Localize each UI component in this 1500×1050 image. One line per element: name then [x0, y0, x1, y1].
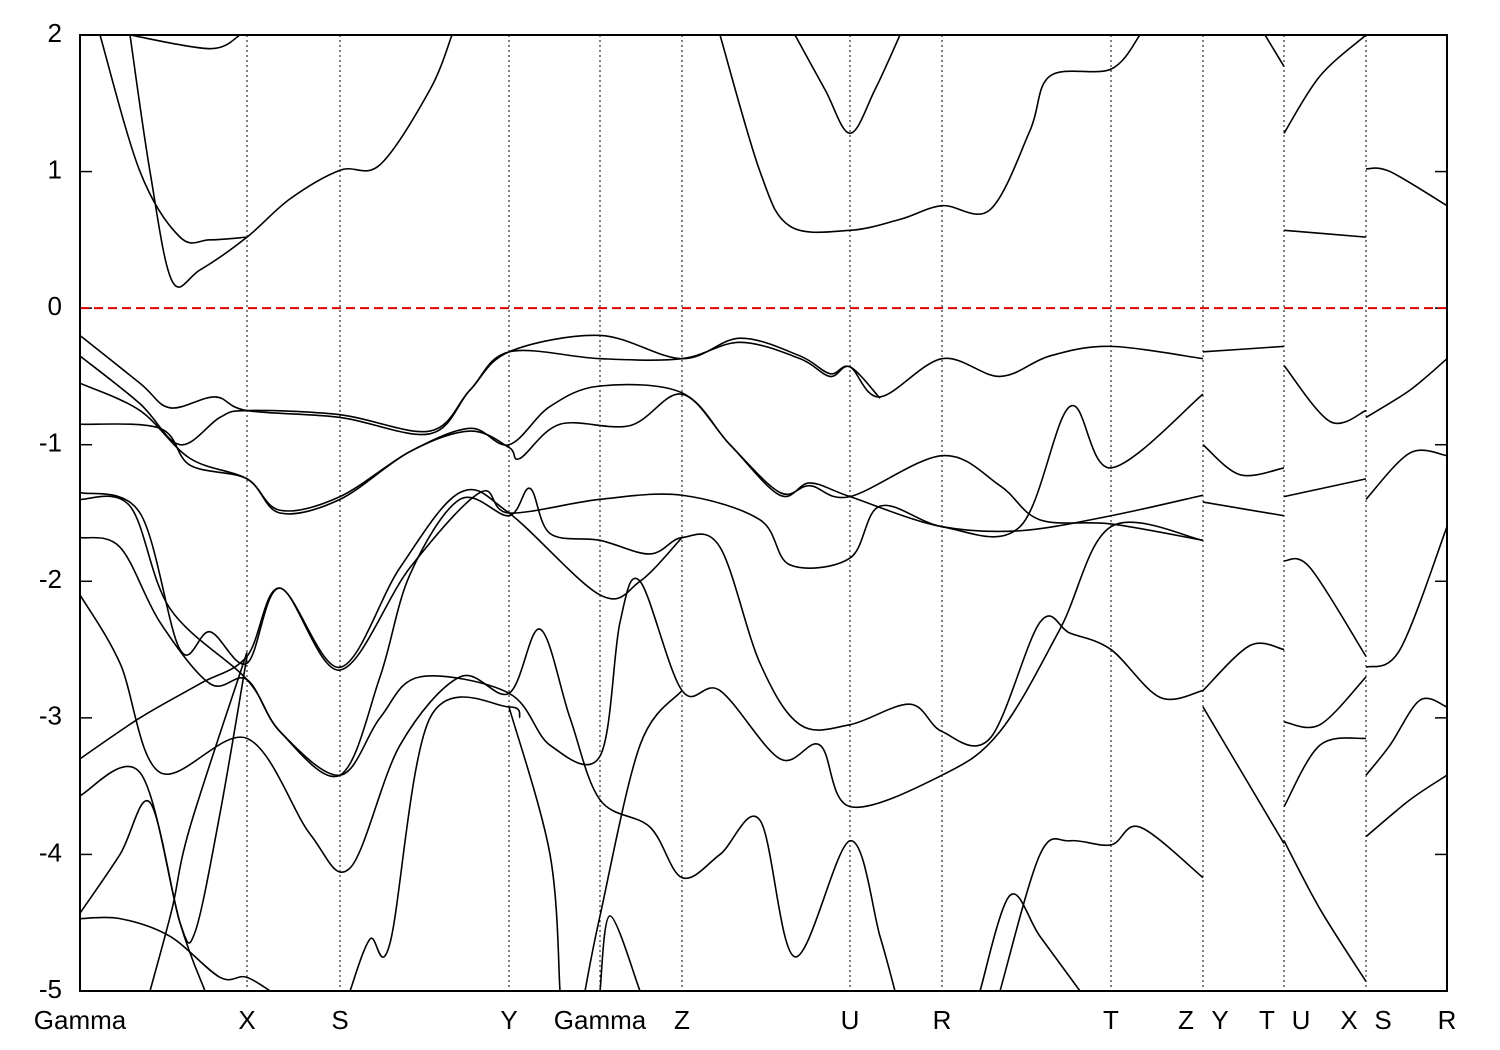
band-line: [584, 690, 683, 991]
y-tick-label: -2: [39, 564, 62, 594]
x-tick-label: Y: [500, 1005, 517, 1035]
band-line: [80, 521, 1204, 809]
band-line: [508, 706, 561, 991]
y-tick-label: 1: [48, 154, 62, 184]
band-line: [80, 487, 1204, 778]
x-tick-label: Z: [1178, 1005, 1194, 1035]
band-line: [1283, 364, 1367, 425]
band-line: [349, 696, 521, 991]
band-line: [99, 35, 248, 244]
band-line: [1365, 774, 1447, 838]
x-tick-label: T: [1259, 1005, 1275, 1035]
band-line: [80, 765, 206, 991]
band-line: [1365, 358, 1447, 419]
band-line: [80, 393, 1204, 538]
x-tick-label: Gamma: [34, 1005, 127, 1035]
plot-frame: [79, 34, 1448, 992]
band-line: [80, 382, 1204, 542]
band-line: [80, 489, 1204, 671]
band-line: [1283, 35, 1367, 134]
band-line: [1365, 449, 1447, 500]
x-tick-label: S: [1374, 1005, 1391, 1035]
band-line: [1283, 840, 1367, 982]
band-line: [1283, 676, 1367, 729]
band-line: [794, 35, 901, 135]
x-tick-label: Y: [1211, 1005, 1228, 1035]
band-line: [1283, 737, 1367, 808]
x-tick-label: R: [933, 1005, 952, 1035]
band-line: [80, 334, 1204, 436]
band-line: [1264, 35, 1285, 67]
band-line: [129, 35, 453, 288]
band-line: [1283, 478, 1367, 498]
band-line: [80, 594, 896, 991]
band-line: [80, 916, 272, 991]
x-tick-label: U: [1292, 1005, 1311, 1035]
band-line: [599, 915, 641, 991]
band-line: [1365, 526, 1447, 669]
x-tick-label: T: [1103, 1005, 1119, 1035]
y-tick-label: 0: [48, 291, 62, 321]
x-tick-label: U: [841, 1005, 860, 1035]
y-tick-label: -3: [39, 701, 62, 731]
x-tick-label: S: [331, 1005, 348, 1035]
band-line: [149, 652, 248, 991]
x-tick-label: R: [1438, 1005, 1457, 1035]
y-tick-label: -1: [39, 428, 62, 458]
band-line: [979, 893, 1081, 991]
band-line: [999, 825, 1204, 991]
band-line: [1365, 697, 1447, 776]
y-tick-label: 2: [48, 18, 62, 48]
band-line: [1202, 345, 1285, 353]
band-line: [719, 35, 1141, 234]
band-line: [129, 35, 241, 50]
y-tick-label: -4: [39, 837, 62, 867]
band-line: [80, 656, 248, 944]
y-tick-label: -5: [39, 974, 62, 1004]
band-line: [1283, 557, 1367, 657]
bands: [80, 35, 1447, 991]
band-line: [80, 488, 683, 760]
x-tick-label: Gamma: [554, 1005, 647, 1035]
x-tick-label: X: [1340, 1005, 1357, 1035]
band-line: [1202, 444, 1285, 477]
band-line: [1202, 501, 1285, 517]
band-line: [1283, 229, 1367, 238]
band-line: [1202, 642, 1285, 692]
band-line: [80, 341, 881, 446]
x-tick-label: Z: [674, 1005, 690, 1035]
band-line: [1365, 167, 1447, 207]
band-line: [1202, 706, 1285, 844]
x-tick-label: X: [238, 1005, 255, 1035]
